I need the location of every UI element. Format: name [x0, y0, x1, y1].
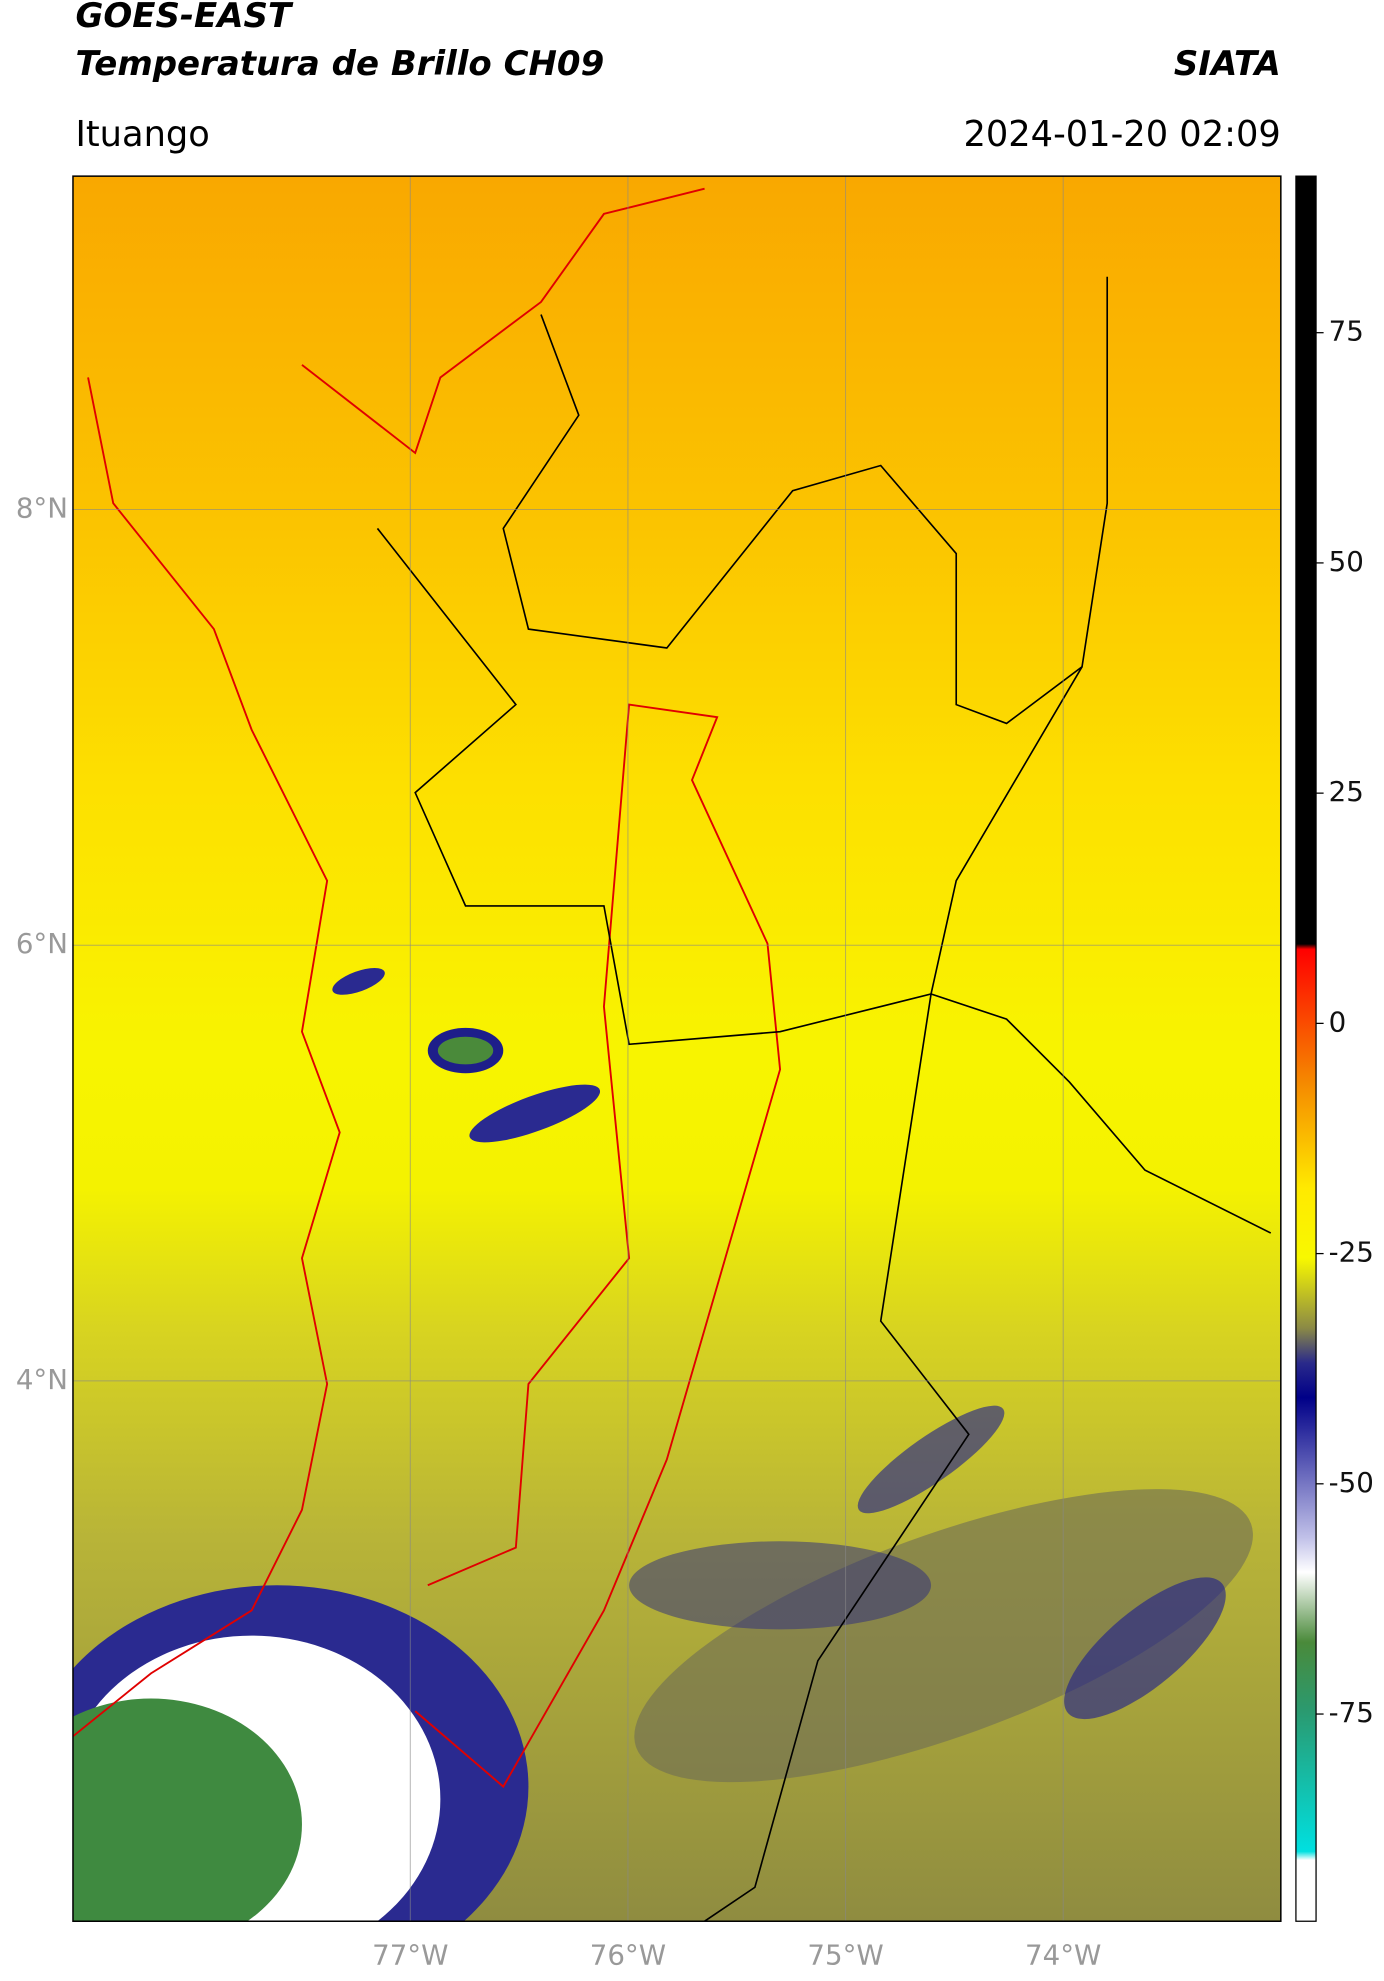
map-frame	[72, 175, 1282, 1922]
title-line1: GOES-EAST	[75, 0, 293, 36]
brand: SIATA	[1174, 44, 1281, 84]
colorbar	[1295, 175, 1317, 1922]
colorbar-tick-label: 75	[1329, 315, 1364, 348]
colorbar-tick-label: 0	[1329, 1005, 1347, 1038]
colorbar-tick-label: 25	[1329, 775, 1364, 808]
lon-tick-label: 75°W	[807, 1938, 883, 1971]
map-image	[72, 176, 1281, 1922]
colorbar-tick-label: -75	[1329, 1696, 1374, 1729]
lon-tick-label: 77°W	[372, 1938, 448, 1971]
colorbar-tick-label: -50	[1329, 1466, 1374, 1499]
colorbar-tick-label: 50	[1329, 545, 1364, 578]
lat-tick-label: 8°N	[16, 491, 68, 524]
lat-tick-label: 6°N	[16, 927, 68, 960]
lat-tick-label: 4°N	[16, 1363, 68, 1396]
lon-tick-label: 74°W	[1025, 1938, 1101, 1971]
lon-tick-label: 76°W	[590, 1938, 666, 1971]
colorbar-tick-label: -25	[1329, 1236, 1374, 1269]
datetime: 2024-01-20 02:09	[963, 114, 1280, 155]
location: Ituango	[75, 114, 209, 155]
title-line2: Temperatura de Brillo CH09	[75, 44, 604, 84]
graticule: 77°W 76°W 75°W 74°W 8°N 6°N 4°N	[16, 176, 1281, 1971]
